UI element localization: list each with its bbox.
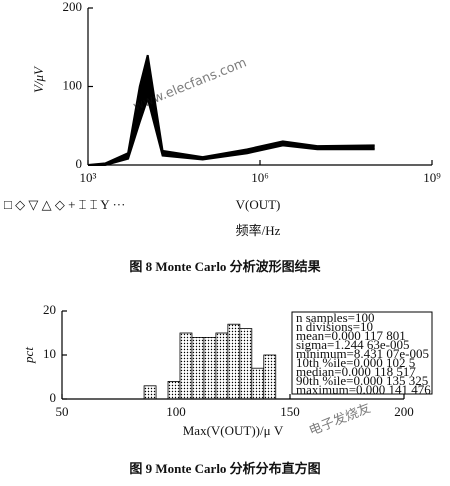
bar (179, 332, 193, 400)
watermark: 电子发烧友 (307, 400, 373, 439)
bar (239, 328, 253, 400)
stats-line: median=0.000 118 517 (296, 364, 416, 379)
x-tick-label: 200 (394, 404, 414, 419)
y-tick-label: 200 (63, 0, 83, 14)
x-axis-label: 频率/Hz (236, 223, 281, 238)
x-tick-label: 150 (280, 404, 300, 419)
legend-markers: □ ◇ ▽ △ ◇ + ⌶ ⌶ Y ··· (4, 197, 125, 212)
y-axis-label: V/μV (31, 65, 46, 93)
bar (227, 323, 241, 400)
caption: 图 8 Monte Carlo 分析波形图结果 (129, 259, 320, 274)
stats-line: minimum=8.431 07e-005 (296, 346, 429, 361)
y-axis-label: pct (21, 347, 36, 364)
legend-label: V(OUT) (236, 197, 281, 212)
stats-line: 90th %ile=0.000 135 325 (296, 373, 428, 388)
stats-line: maximum=0.000 141 476 (296, 382, 431, 397)
line (88, 94, 375, 166)
stats-line: 10th %ile=0.000 102 5 (296, 355, 415, 370)
stats-line: n divisions=10 (296, 319, 373, 334)
x-tick-label: 100 (166, 404, 186, 419)
y-tick-label: 100 (63, 77, 83, 92)
bar (263, 354, 277, 400)
bar (167, 380, 181, 400)
stats-line: mean=0.000 117 801 (296, 328, 406, 343)
x-tick-label: 10³ (80, 170, 97, 185)
bar (215, 332, 229, 400)
stats-line: sigma=1.244 63e-005 (296, 337, 409, 352)
y-tick-label: 20 (43, 302, 56, 317)
bar (203, 336, 217, 400)
x-tick-label: 10⁹ (423, 170, 441, 185)
bar (191, 336, 205, 400)
stats-line: n samples=100 (296, 310, 374, 325)
line (87, 54, 375, 166)
x-axis-label: Max(V(OUT))/μ V (183, 423, 284, 438)
x-tick-label: 10⁶ (251, 170, 269, 185)
x-tick-label: 50 (56, 404, 69, 419)
y-tick-label: 10 (43, 346, 56, 361)
y-tick-label: 0 (50, 390, 57, 405)
stats-box (291, 311, 433, 395)
y-tick-label: 0 (76, 156, 83, 171)
caption: 图 9 Monte Carlo 分析分布直方图 (129, 461, 320, 476)
bar (143, 385, 157, 400)
bar (251, 367, 265, 400)
